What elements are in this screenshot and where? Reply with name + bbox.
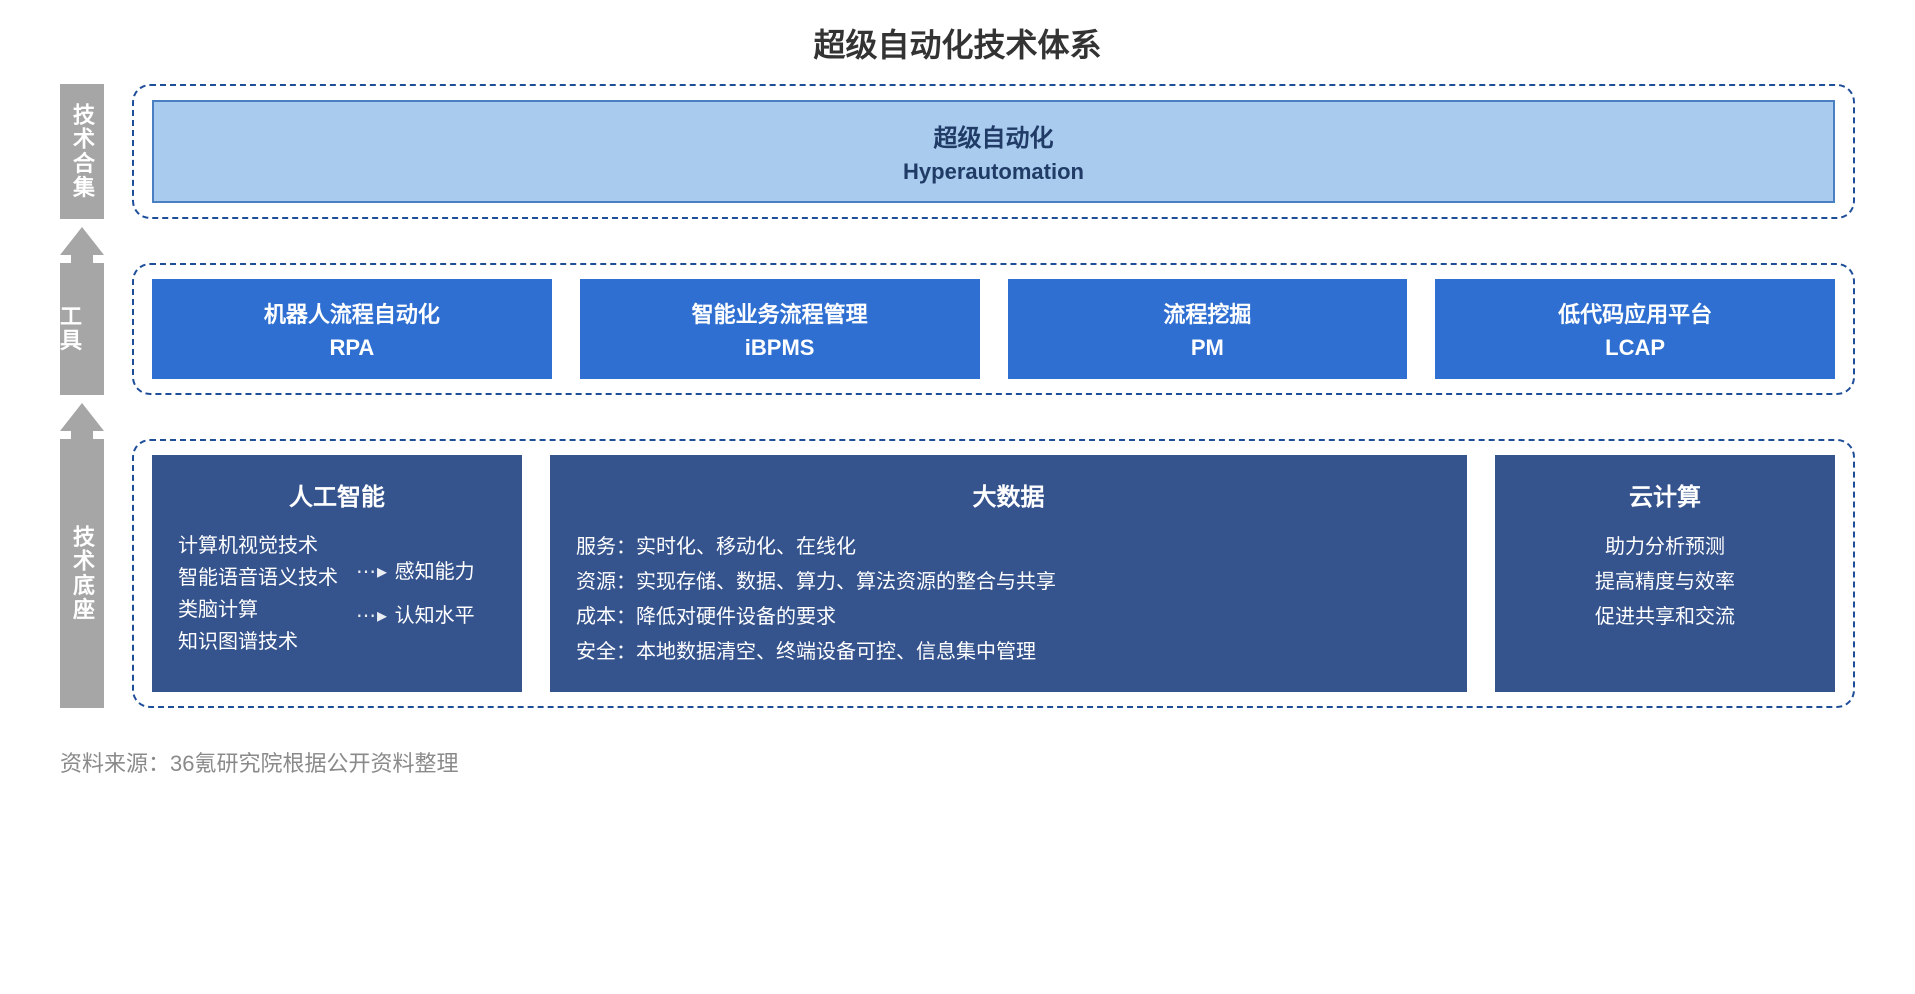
cloud-line: 促进共享和交流	[1521, 600, 1809, 635]
up-arrow-icon	[60, 227, 104, 255]
ai-right-item: 认知水平	[356, 594, 475, 638]
layer-tools: 工具 机器人流程自动化 RPA 智能业务流程管理 iBPMS 流程挖掘 PM 低代码应用平台…	[60, 263, 1855, 395]
source-text: 资料来源：36氪研究院根据公开资料整理	[60, 746, 1855, 778]
box-ai: 人工智能 计算机视觉技术智能语音语义技术类脑计算知识图谱技术 感知能力认知水平	[152, 455, 522, 692]
vlabel-tools: 工具	[60, 263, 104, 395]
ai-right-item: 感知能力	[356, 550, 475, 594]
panel-tools: 机器人流程自动化 RPA 智能业务流程管理 iBPMS 流程挖掘 PM 低代码应用平台 LCA…	[132, 263, 1855, 395]
box-hyperautomation: 超级自动化 Hyperautomation	[152, 100, 1835, 203]
tool-cn: 智能业务流程管理	[590, 297, 970, 329]
tool-en: LCAP	[1445, 335, 1825, 361]
cloud-title: 云计算	[1521, 477, 1809, 512]
box-cloud: 云计算 助力分析预测提高精度与效率促进共享和交流	[1495, 455, 1835, 692]
ai-right-list: 感知能力认知水平	[356, 550, 475, 638]
bigdata-title: 大数据	[576, 477, 1441, 512]
tool-box-pm: 流程挖掘 PM	[1008, 279, 1408, 379]
ai-left-list: 计算机视觉技术智能语音语义技术类脑计算知识图谱技术	[178, 530, 338, 658]
panel-foundation: 人工智能 计算机视觉技术智能语音语义技术类脑计算知识图谱技术 感知能力认知水平 …	[132, 439, 1855, 708]
bigdata-line: 成本：降低对硬件设备的要求	[576, 600, 1441, 635]
vlabel-foundation: 技术底座	[60, 439, 104, 708]
tool-en: PM	[1018, 335, 1398, 361]
arrow-layer1-to-layer2	[60, 227, 1855, 255]
panel-tech-collection: 超级自动化 Hyperautomation	[132, 84, 1855, 219]
ai-title: 人工智能	[178, 477, 496, 512]
cloud-lines: 助力分析预测提高精度与效率促进共享和交流	[1521, 530, 1809, 635]
ai-left-item: 知识图谱技术	[178, 626, 338, 658]
cloud-line: 提高精度与效率	[1521, 565, 1809, 600]
hyperautomation-en: Hyperautomation	[164, 159, 1823, 185]
bigdata-lines: 服务：实时化、移动化、在线化资源：实现存储、数据、算力、算法资源的整合与共享成本…	[576, 530, 1441, 670]
tool-en: iBPMS	[590, 335, 970, 361]
hyperautomation-cn: 超级自动化	[164, 118, 1823, 153]
box-bigdata: 大数据 服务：实时化、移动化、在线化资源：实现存储、数据、算力、算法资源的整合与…	[550, 455, 1467, 692]
tool-en: RPA	[162, 335, 542, 361]
ai-left-item: 智能语音语义技术	[178, 562, 338, 594]
arrow-layer2-to-layer3	[60, 403, 1855, 431]
tool-box-rpa: 机器人流程自动化 RPA	[152, 279, 552, 379]
tool-box-ibpms: 智能业务流程管理 iBPMS	[580, 279, 980, 379]
tool-cn: 机器人流程自动化	[162, 297, 542, 329]
bigdata-line: 服务：实时化、移动化、在线化	[576, 530, 1441, 565]
layer-tech-collection: 技术合集 超级自动化 Hyperautomation	[60, 84, 1855, 219]
tool-cn: 流程挖掘	[1018, 297, 1398, 329]
layer-foundation: 技术底座 人工智能 计算机视觉技术智能语音语义技术类脑计算知识图谱技术 感知能力…	[60, 439, 1855, 708]
cloud-line: 助力分析预测	[1521, 530, 1809, 565]
ai-left-item: 计算机视觉技术	[178, 530, 338, 562]
bigdata-line: 安全：本地数据清空、终端设备可控、信息集中管理	[576, 635, 1441, 670]
tool-box-lcap: 低代码应用平台 LCAP	[1435, 279, 1835, 379]
tool-cn: 低代码应用平台	[1445, 297, 1825, 329]
bigdata-line: 资源：实现存储、数据、算力、算法资源的整合与共享	[576, 565, 1441, 600]
ai-left-item: 类脑计算	[178, 594, 338, 626]
up-arrow-icon	[60, 403, 104, 431]
diagram-title: 超级自动化技术体系	[60, 20, 1855, 66]
vlabel-tech-collection: 技术合集	[60, 84, 104, 219]
